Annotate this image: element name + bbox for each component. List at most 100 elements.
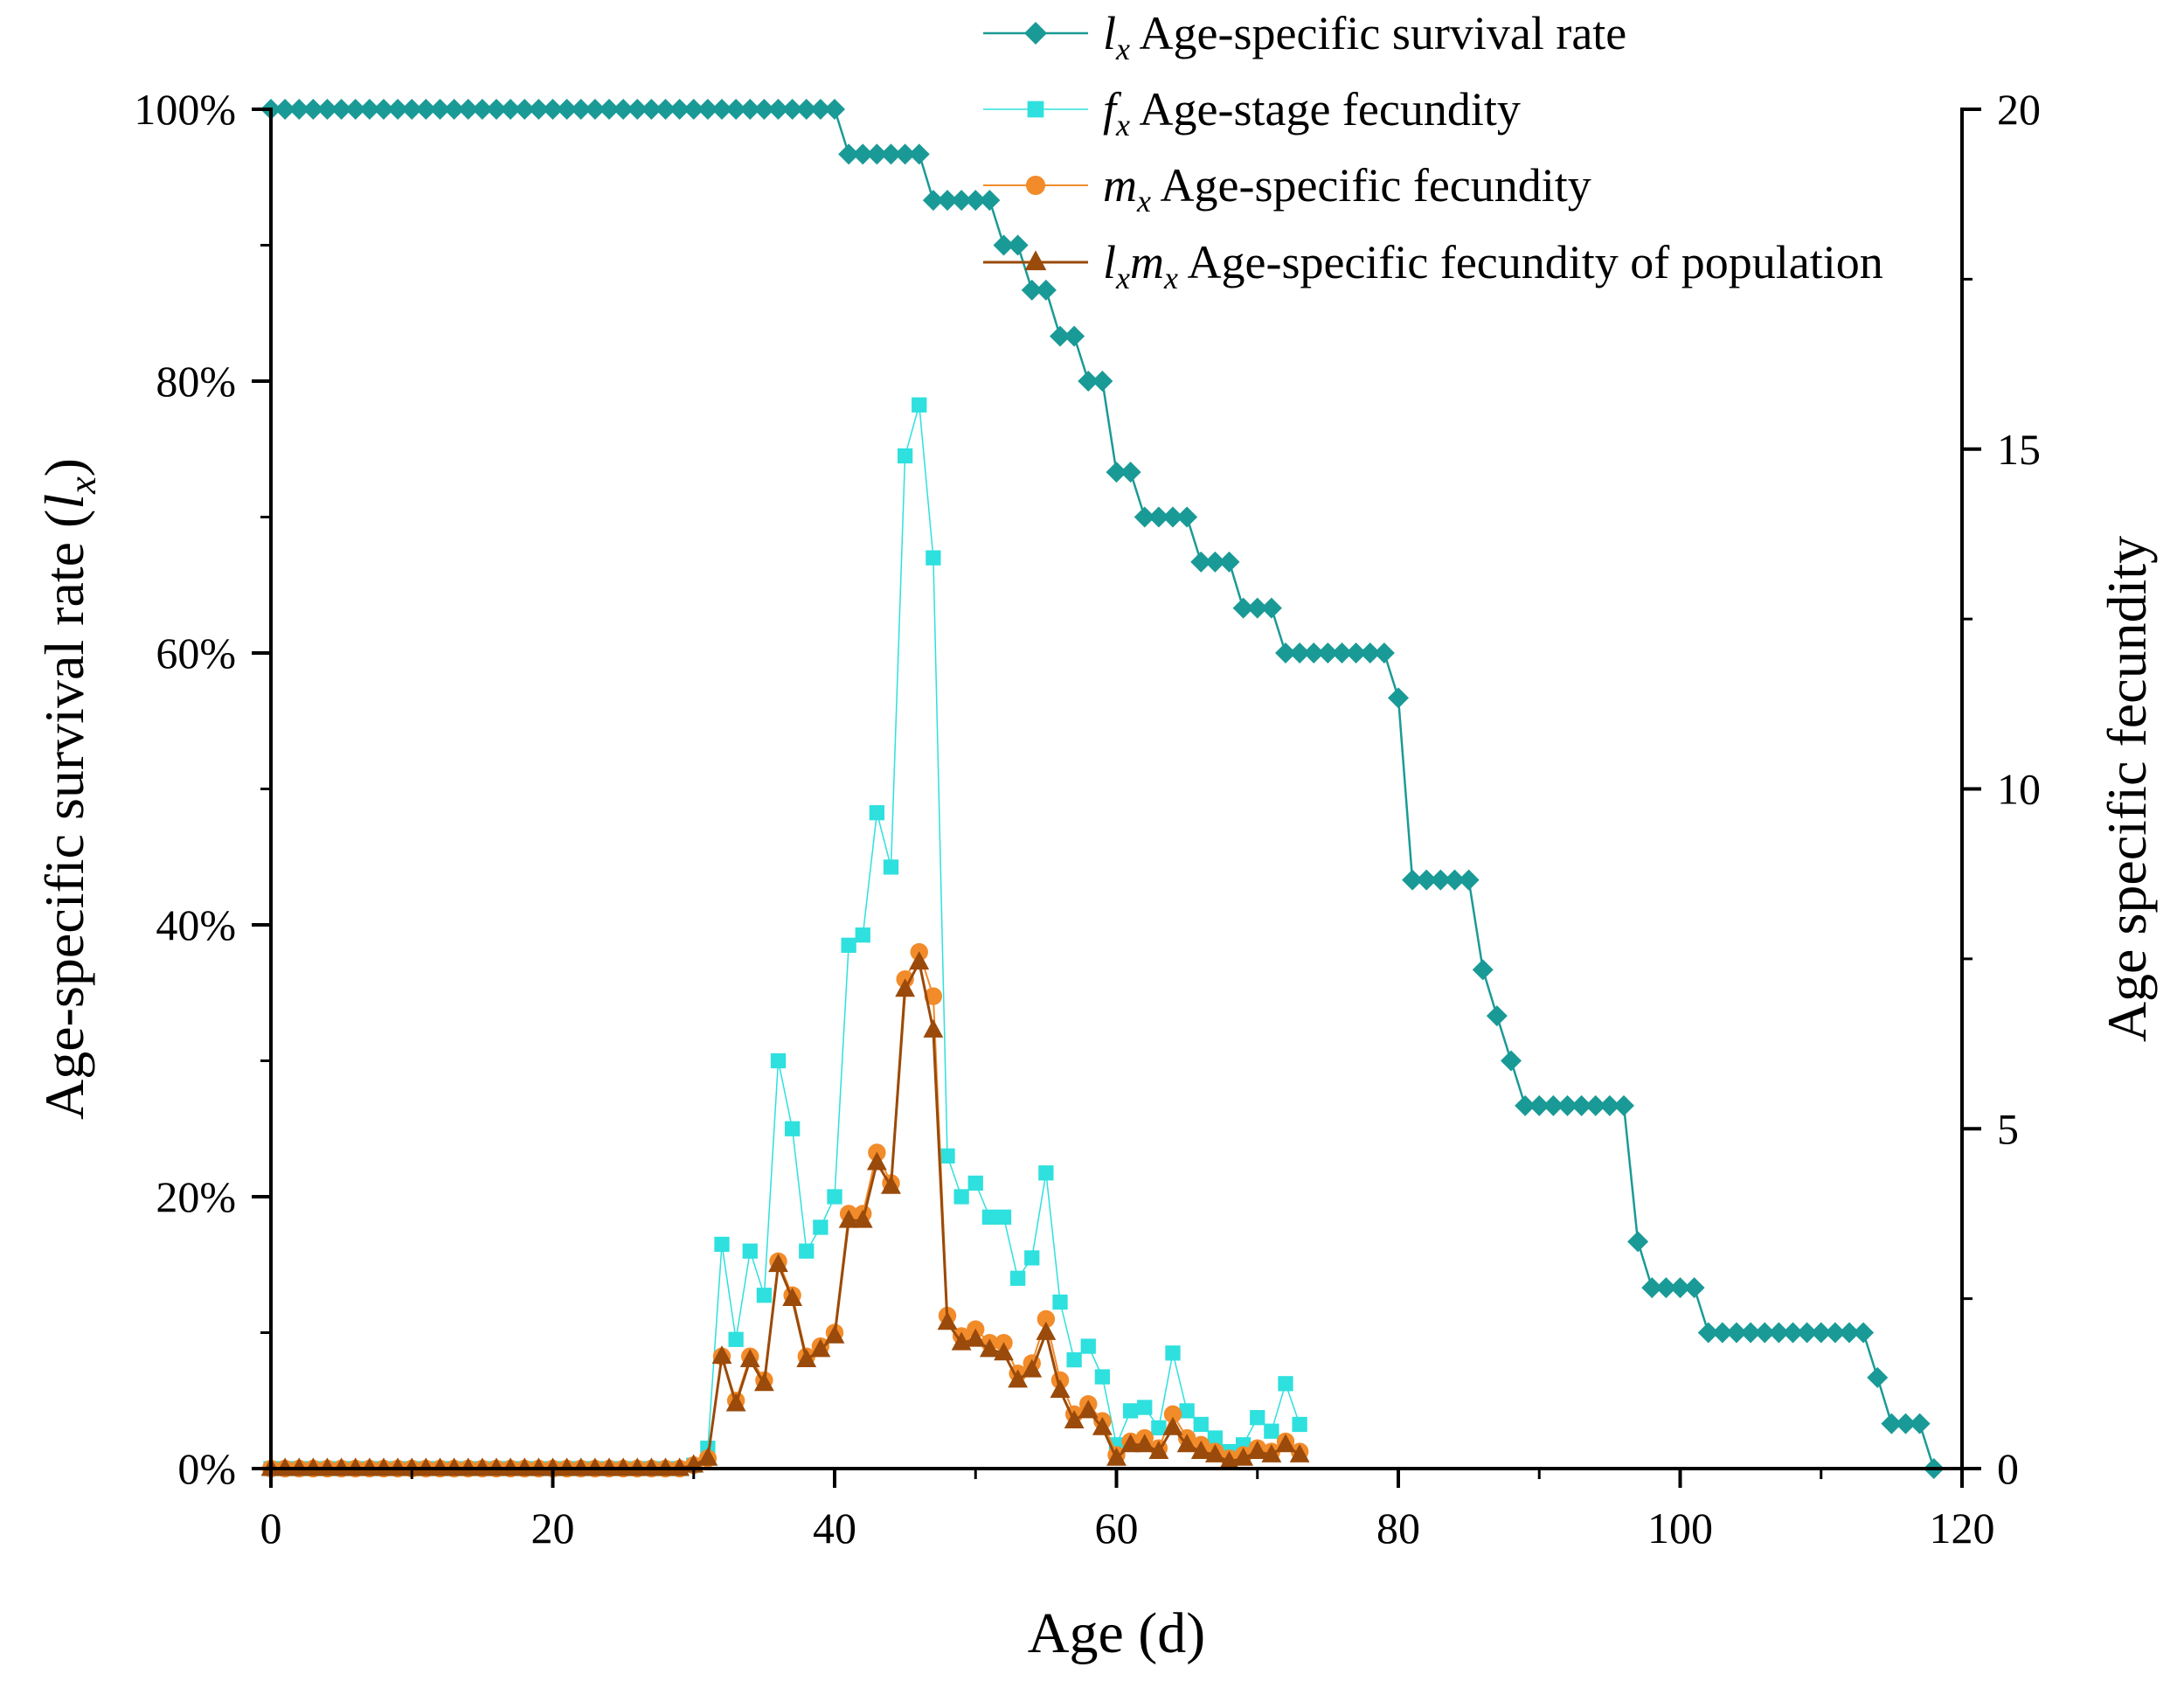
series-lxmx-point [387, 1457, 408, 1476]
series-lx-point [880, 143, 902, 165]
series-lxmx-point [1148, 1440, 1169, 1459]
series-lx-point [302, 99, 324, 120]
series-lx-point [767, 99, 789, 120]
legend-label: fx Age-stage fecundity [1103, 83, 1521, 142]
series-lx-point [584, 99, 606, 120]
series-lxmx-point [810, 1338, 831, 1358]
series-lx-line [271, 108, 1935, 1469]
series-lx-point [809, 99, 831, 120]
series-lx-point [514, 99, 536, 120]
series-lx-point [852, 143, 874, 165]
series-lx-point [1388, 687, 1409, 709]
series-lxmx-point [1233, 1447, 1254, 1466]
y-left-tick-label: 0% [177, 1444, 236, 1493]
series-fx-point [1137, 1400, 1153, 1415]
series-lx-point [1501, 1050, 1522, 1072]
series-fx-point [1292, 1416, 1307, 1433]
series-lxmx-point [1176, 1434, 1197, 1453]
series-lx-point [1204, 551, 1226, 573]
series-lx-point [739, 99, 761, 120]
series-lx-point [669, 99, 690, 120]
series-fx-point [953, 1189, 969, 1205]
series-lxmx-point [824, 1324, 845, 1344]
series-lx-point [1895, 1413, 1917, 1434]
series-fx-line [271, 404, 1300, 1469]
series-lx-point [1796, 1322, 1818, 1344]
series-lx-point [1359, 643, 1381, 663]
series-lx-point [613, 99, 634, 120]
legend-marker [1024, 22, 1047, 45]
series-lx-point [1331, 643, 1353, 663]
series-lxmx-point [514, 1457, 535, 1476]
series-lxmx-point [599, 1457, 620, 1476]
axes: 0 20 40 60 80 100 120 0% 20% 40% 60% 80% 100% 0 5 10 15 2… [33, 85, 2158, 1665]
series-lxmx-point [923, 1018, 944, 1038]
series-lx-point [1021, 279, 1043, 301]
series-lx-point [1444, 869, 1466, 891]
series-lx-point [1641, 1277, 1663, 1299]
series-lxmx-point [331, 1457, 352, 1476]
series-lx-point [1035, 279, 1057, 301]
series-lxmx-point [585, 1457, 606, 1476]
series-lxmx-point [866, 1151, 887, 1170]
series-fx-point [1052, 1294, 1068, 1310]
series-lx-point [655, 99, 676, 120]
series-lx-point [415, 99, 437, 120]
series-lxmx-point [1190, 1440, 1211, 1459]
series-lxmx-point [317, 1457, 337, 1476]
series-lxmx-point [1008, 1369, 1029, 1388]
series-lx-point [1232, 597, 1254, 619]
series-lx-point [866, 143, 888, 165]
series-lxmx-point [345, 1457, 366, 1476]
series-fx-point [841, 937, 856, 953]
series-lxmx-point [571, 1457, 592, 1476]
series-lxmx-point [500, 1457, 521, 1476]
series-fx-point [1038, 1165, 1054, 1181]
series-lxmx-point [528, 1457, 549, 1476]
series-lx-point [993, 234, 1015, 256]
series-mx-point [1037, 1309, 1056, 1329]
series-lx-point [486, 99, 507, 120]
series-lxmx-point [655, 1457, 676, 1476]
series-lxmx-point [753, 1372, 774, 1392]
series-lxmx-point [1275, 1434, 1296, 1453]
series-lxmx-point [1106, 1447, 1127, 1466]
series-lxmx-point [401, 1457, 422, 1476]
series-lx-point [274, 99, 296, 120]
series-lxmx-point [1120, 1434, 1141, 1453]
series-lx-point [528, 99, 550, 120]
series-lxmx-point [909, 951, 930, 970]
series-lx-point [697, 99, 718, 120]
series-lx [260, 99, 1945, 1479]
series-lx-point [1218, 551, 1240, 573]
series-lxmx-point [965, 1328, 986, 1347]
series-lx-point [1810, 1322, 1832, 1344]
y-left-tick-label: 40% [156, 900, 236, 949]
series-lxmx-point [1204, 1443, 1225, 1462]
series-lxmx-point [881, 1175, 901, 1194]
series-lx-point [711, 99, 732, 120]
legend-item-fx: fx Age-stage fecundity [983, 83, 1521, 142]
series-fx-point [728, 1331, 744, 1347]
series-lx-point [1275, 643, 1296, 663]
series-lx-point [1824, 1322, 1846, 1344]
series-lx-point [683, 99, 704, 120]
series-lx-point [1162, 506, 1183, 528]
series-lxmx-point [1092, 1416, 1113, 1435]
y-right-tick-label: 5 [1997, 1104, 2019, 1153]
series-lx-point [1317, 643, 1339, 663]
series-mx [261, 942, 1309, 1478]
series-lx-point [288, 99, 310, 120]
series-fx-point [869, 805, 885, 821]
series-lx-point [838, 143, 860, 165]
series-lx-point [965, 190, 987, 212]
series-lx-point [1881, 1413, 1903, 1434]
series-lx-point [316, 99, 338, 120]
x-tick-label: 60 [1095, 1504, 1139, 1552]
series-fx-point [799, 1243, 815, 1259]
series-lx-point [330, 99, 352, 120]
series-mx-line [271, 951, 1300, 1469]
series-lx-point [344, 99, 366, 120]
series-lxmx-line [271, 961, 1300, 1470]
series-fx-point [1024, 1250, 1040, 1266]
